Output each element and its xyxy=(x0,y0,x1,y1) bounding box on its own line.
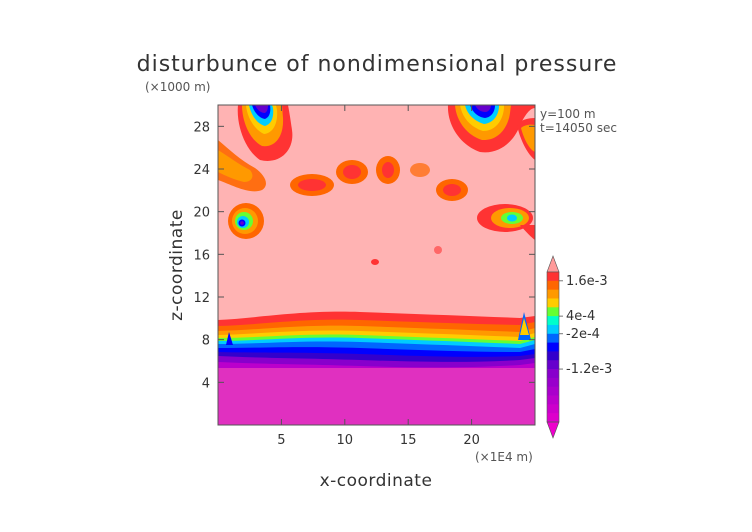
y-axis: 4 8 12 16 20 24 28 xyxy=(193,120,535,391)
colorbar-swatch xyxy=(547,413,559,423)
x-tick-label: 10 xyxy=(337,433,354,448)
x-tick-label: 15 xyxy=(400,433,417,448)
colorbar-swatch xyxy=(547,307,559,317)
y-tick-label: 4 xyxy=(202,376,210,391)
x-axis: 5 10 15 20 xyxy=(277,105,480,448)
chart-title: disturbunce of nondimensional pressure xyxy=(137,52,618,77)
colorbar-swatch xyxy=(547,360,559,370)
x-unit-label: (×1E4 m) xyxy=(475,450,533,464)
colorbar-swatch xyxy=(547,298,559,308)
colorbar-swatch xyxy=(547,351,559,361)
colorbar-frame xyxy=(546,271,560,423)
left-cell-z20 xyxy=(228,203,264,239)
colorbar-swatch xyxy=(547,316,559,326)
colorbar-label: 4e-4 xyxy=(566,309,595,324)
colorbar-swatch xyxy=(547,404,559,414)
colorbar-bottom-arrow xyxy=(546,421,560,439)
right-cell-z20 xyxy=(477,204,535,240)
mid-cells xyxy=(290,156,468,265)
left-edge-band xyxy=(218,140,266,192)
colorbar-label: 1.6e-3 xyxy=(566,274,608,289)
colorbar-swatch xyxy=(547,272,559,282)
y-tick-label: 24 xyxy=(193,163,210,178)
y-tick-label: 12 xyxy=(193,291,210,306)
upper-right-cell xyxy=(447,105,535,160)
plot-area xyxy=(218,105,535,425)
x-tick-label: 20 xyxy=(463,433,480,448)
upper-left-cell xyxy=(237,105,293,161)
colorbar: 1.6e-3 4e-4 -2e-4 -1.2e-3 xyxy=(546,255,612,439)
colorbar-swatch xyxy=(547,377,559,388)
y-tick-label: 8 xyxy=(202,334,210,349)
colorbar-top-arrow xyxy=(546,255,560,273)
y-axis-label: z-coordinate xyxy=(167,209,187,321)
x-tick-label: 5 xyxy=(277,433,285,448)
colorbar-label: -2e-4 xyxy=(566,327,600,342)
info-line-y: y=100 m xyxy=(540,107,596,121)
colorbar-swatch xyxy=(547,280,559,291)
colorbar-swatch xyxy=(547,342,559,352)
y-tick-label: 20 xyxy=(193,206,210,221)
plot-frame xyxy=(217,104,536,426)
info-line-t: t=14050 sec xyxy=(540,121,617,135)
colorbar-swatch xyxy=(547,333,559,343)
colorbar-label: -1.2e-3 xyxy=(566,362,612,377)
colorbar-swatch xyxy=(547,289,559,299)
colorbar-swatch xyxy=(547,395,559,405)
colorbar-swatch xyxy=(547,369,559,379)
y-tick-label: 16 xyxy=(193,248,210,263)
colorbar-swatch xyxy=(547,324,559,335)
colorbar-swatch xyxy=(547,386,559,396)
z-unit-label: (×1000 m) xyxy=(145,80,210,94)
low-layer-bands xyxy=(218,311,535,425)
x-axis-label: x-coordinate xyxy=(320,471,433,491)
y-tick-label: 28 xyxy=(193,120,210,135)
